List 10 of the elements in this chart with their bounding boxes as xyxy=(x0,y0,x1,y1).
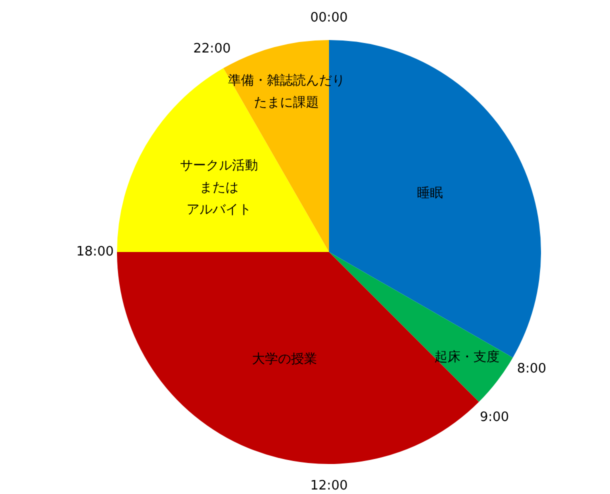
text: 18:00 xyxy=(76,244,114,260)
text: 00:00 xyxy=(310,10,348,26)
slice-label: サークル活動またはアルバイト xyxy=(180,158,258,218)
text: 9:00 xyxy=(480,410,510,425)
slice-label: 大学の授業 xyxy=(252,352,317,368)
text: 8:00 xyxy=(517,361,546,376)
slice-label: 起床・支度 xyxy=(434,349,500,366)
text: 12:00 xyxy=(310,478,348,494)
text: 22:00 xyxy=(193,42,231,57)
slice-label: 睡眠 xyxy=(416,186,443,201)
